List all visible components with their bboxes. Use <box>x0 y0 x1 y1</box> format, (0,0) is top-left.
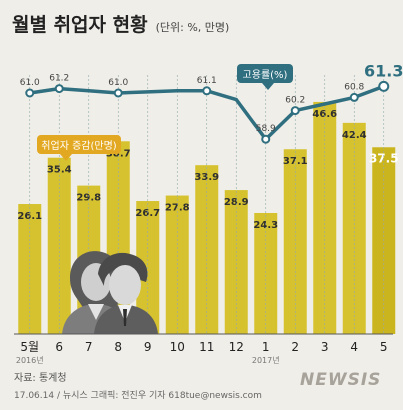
title-block: 월별 취업자 현황 (단위: %, 만명) <box>12 10 229 37</box>
line-point <box>378 80 390 92</box>
x-tick-label: 4 <box>350 340 358 354</box>
x-tick-label: 8 <box>114 340 122 354</box>
line-point <box>54 84 64 94</box>
bar-value-label: 33.9 <box>194 172 219 183</box>
line-value-label: 61.0 <box>20 78 40 88</box>
legend-employment-rate: 고용률(%) <box>237 64 293 90</box>
x-tick-label: 1 <box>262 340 270 354</box>
x-tick-label: 3 <box>321 340 329 354</box>
x-tick-label: 12 <box>229 340 244 354</box>
bar <box>313 101 337 334</box>
line-value-label: 58.9 <box>256 124 276 134</box>
line-point <box>261 134 271 144</box>
line-value-label: 61.1 <box>197 76 217 86</box>
legend-employed-increase-label: 취업자 증감(만명) <box>41 139 116 152</box>
people-illustration-icon <box>62 251 158 334</box>
legend-employment-rate-label: 고용률(%) <box>243 69 288 81</box>
line-point <box>25 88 35 98</box>
x-tick-label: 10 <box>170 340 185 354</box>
line-value-label: 60.8 <box>344 82 364 92</box>
year-label-2017: 2017년 <box>252 355 280 365</box>
bar-value-label: 46.6 <box>312 109 337 120</box>
x-tick-label: 11 <box>199 340 214 354</box>
x-tick-label: 2 <box>291 340 299 354</box>
credit-note: 17.06.14 / 뉴시스 그래픽: 전진우 기자 618tue@newsis… <box>14 391 262 401</box>
year-label-2016: 2016년 <box>16 355 44 365</box>
page-title: 월별 취업자 현황 <box>12 14 148 36</box>
newsis-logo: NEWSIS <box>300 370 382 390</box>
bar <box>18 204 42 334</box>
x-tick-label: 5월 <box>20 340 39 354</box>
unit-subtitle: (단위: %, 만명) <box>155 21 230 34</box>
bar-value-label: 26.7 <box>135 208 160 219</box>
line-value-label: 61.2 <box>49 74 69 84</box>
bar-value-label: 37.5 <box>369 151 399 165</box>
bar-value-label: 29.8 <box>76 193 101 204</box>
bar <box>47 157 71 334</box>
x-tick-label: 9 <box>144 340 152 354</box>
bar <box>195 165 219 334</box>
line-point <box>113 88 123 98</box>
bar-value-label: 37.1 <box>283 156 308 167</box>
bar-value-label: 24.3 <box>253 220 278 231</box>
bar-value-label: 35.4 <box>47 165 72 176</box>
bar <box>283 149 307 334</box>
line-point <box>290 106 300 116</box>
legend-employed-increase: 취업자 증감(만명) <box>37 135 121 161</box>
line-layer: 61.0 61.2 61.0 61.1 58.9 60.2 60.861.3 <box>20 61 403 334</box>
bar-value-label: 28.9 <box>224 197 249 208</box>
line-value-label: 61.0 <box>108 78 128 88</box>
source-note: 자료: 통계청 <box>14 373 67 384</box>
line-point <box>349 92 359 102</box>
x-tick-label: 6 <box>55 340 63 354</box>
x-tick-label: 7 <box>85 340 93 354</box>
line-value-label: 61.3 <box>364 61 403 80</box>
bar <box>254 212 278 334</box>
x-tick-label: 5 <box>380 340 388 354</box>
bar <box>224 190 248 334</box>
line-point <box>202 86 212 96</box>
line-value-label: 60.2 <box>285 96 305 106</box>
